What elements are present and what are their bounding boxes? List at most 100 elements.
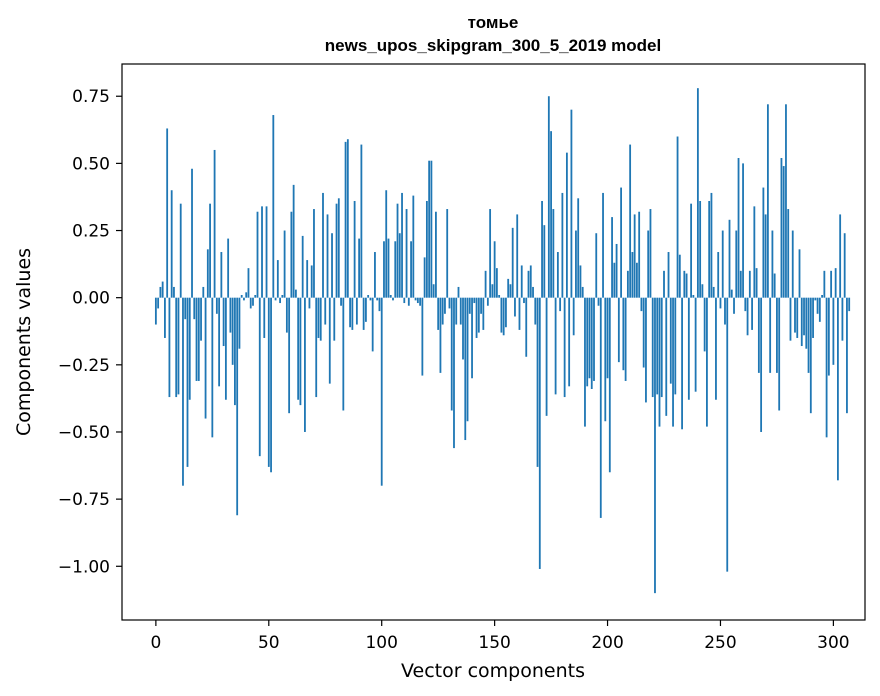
bar [385, 190, 388, 298]
bar [597, 297, 600, 306]
bar [344, 141, 347, 298]
bar [841, 297, 844, 341]
bar [782, 166, 785, 298]
y-tick-label: −1.00 [58, 557, 110, 577]
bar [651, 297, 654, 398]
bar [593, 297, 595, 381]
bar [222, 297, 225, 347]
bar [658, 297, 661, 427]
bar [419, 297, 422, 306]
bar [595, 233, 598, 298]
bar [617, 297, 620, 363]
y-tick-label: −0.50 [58, 423, 110, 443]
bar [717, 252, 720, 298]
bar [604, 297, 607, 422]
x-tick-label: 200 [591, 633, 623, 653]
bar [166, 128, 169, 298]
bar [649, 209, 652, 298]
bar [383, 241, 385, 298]
bar [450, 297, 453, 411]
bar [193, 297, 196, 320]
bar [396, 203, 399, 298]
bar [669, 297, 672, 384]
bar [459, 297, 462, 325]
bar [294, 289, 297, 298]
bar [656, 297, 659, 395]
bar [762, 187, 765, 298]
y-axis-ticks: −1.00 −0.75 −0.50 −0.25 0.00 0.25 0.50 0.75 [58, 87, 122, 577]
bar [313, 209, 315, 298]
bar [322, 192, 324, 298]
x-tick-label: 150 [478, 633, 510, 653]
bar [358, 238, 361, 298]
bar [263, 297, 266, 338]
bar [785, 104, 787, 298]
bar [805, 297, 808, 349]
bar [236, 297, 239, 516]
bar [342, 297, 345, 411]
bar [432, 284, 435, 298]
bar [581, 286, 584, 298]
bar [489, 209, 492, 298]
bar [613, 262, 616, 298]
bar [376, 297, 379, 301]
bar [685, 273, 688, 298]
bar [848, 297, 851, 312]
chart-title: томье [468, 13, 519, 32]
bar [791, 230, 794, 298]
chart-subtitle: news_upos_skipgram_300_5_2019 model [325, 36, 661, 55]
bar [708, 200, 711, 298]
bar [568, 297, 571, 387]
bar [267, 297, 270, 467]
bar [744, 297, 747, 312]
bar [240, 295, 243, 298]
bar [498, 295, 501, 298]
bar [387, 238, 390, 298]
bar [565, 152, 568, 298]
bar [265, 206, 268, 298]
bar [579, 265, 582, 298]
bar [159, 286, 162, 298]
bar [252, 297, 254, 306]
bar [195, 297, 198, 381]
bar [457, 286, 460, 298]
bar [473, 297, 476, 304]
bar [175, 297, 178, 398]
bar [550, 131, 552, 298]
bar [823, 270, 826, 298]
bar [690, 203, 693, 298]
bar [787, 209, 790, 298]
bar [719, 297, 722, 309]
bar [231, 297, 234, 365]
bar [283, 230, 286, 298]
bar [389, 295, 392, 298]
bar [518, 297, 521, 330]
bar [423, 257, 426, 298]
bar [818, 297, 821, 322]
bar [378, 297, 381, 312]
bar [414, 297, 417, 301]
bar [435, 211, 437, 298]
bar [365, 297, 367, 322]
bar [337, 198, 340, 298]
bar [168, 297, 171, 398]
bar [245, 292, 248, 298]
bar [748, 270, 751, 298]
bar [464, 297, 467, 441]
bar [288, 297, 291, 414]
bar [507, 278, 510, 298]
x-tick-label: 50 [258, 633, 280, 653]
bar [642, 297, 645, 368]
bar [529, 265, 532, 298]
x-tick-label: 100 [365, 633, 397, 653]
bar [753, 206, 756, 298]
bar [807, 297, 810, 373]
bar [715, 297, 717, 400]
bar [755, 268, 758, 298]
bar [523, 297, 525, 304]
bar [306, 260, 309, 298]
bar [674, 297, 677, 395]
bar [437, 297, 440, 330]
bar [340, 297, 342, 306]
